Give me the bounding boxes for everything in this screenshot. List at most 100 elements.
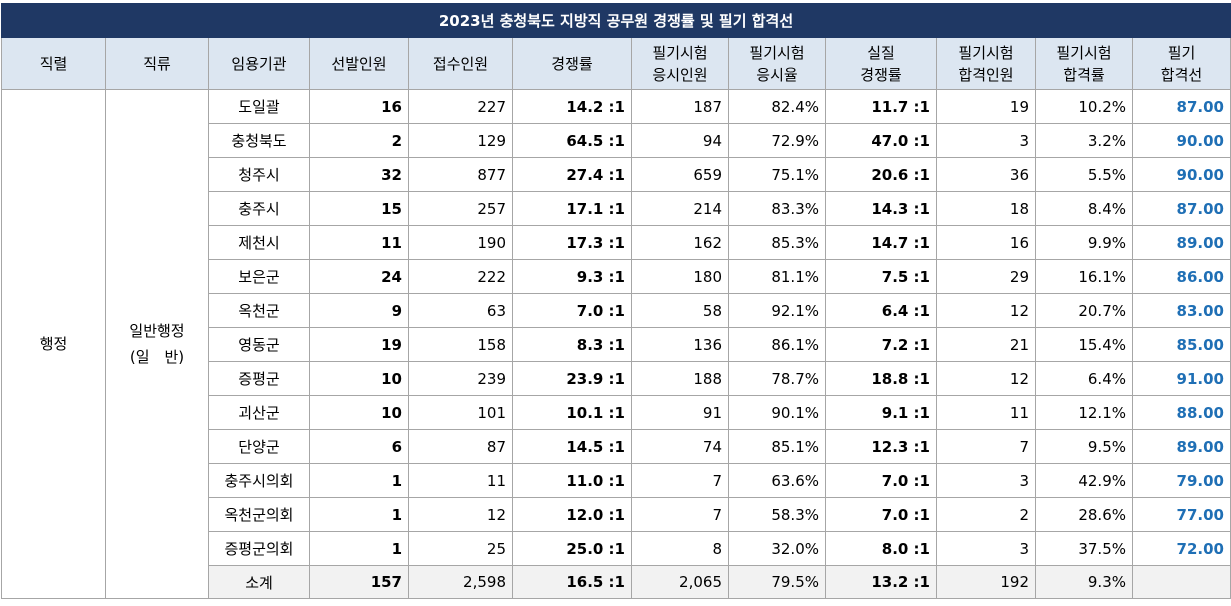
cell-attendance-rate: 81.1% [728, 259, 826, 294]
header-line1: 필기시험 [652, 43, 708, 62]
subtotal-cell-test-takers: 2,065 [631, 565, 729, 599]
cell-org: 옥천군 [208, 293, 310, 328]
header-line2: 합격인원 [958, 65, 1014, 84]
cell-test-takers: 188 [631, 361, 729, 396]
cell-passers: 19 [936, 89, 1036, 124]
cell-attendance-rate: 63.6% [728, 463, 826, 498]
cell-org: 충주시의회 [208, 463, 310, 498]
cell-real-competition: 14.7 :1 [825, 225, 937, 260]
cell-competition: 64.5 :1 [512, 123, 632, 158]
table-row: 충주시 15 257 17.1 :1 214 83.3% 14.3 :1 18 8.4% 87.0… [2, 191, 1231, 226]
cell-passers: 18 [936, 191, 1036, 226]
table-row: 옥천군의회 1 12 12.0 :1 7 58.3% 7.0 :1 2 28.6% 77.00 [2, 497, 1231, 532]
cell-attendance-rate: 85.1% [728, 429, 826, 464]
cell-real-competition: 47.0 :1 [825, 123, 937, 158]
cell-competition: 14.2 :1 [512, 89, 632, 124]
header-line2: 응시인원 [652, 65, 708, 84]
header-line2: 합격률 [1063, 65, 1105, 84]
cell-attendance-rate: 75.1% [728, 157, 826, 192]
header-applicants: 접수인원 [408, 37, 513, 90]
subtotal-cell-competition: 16.5 :1 [512, 565, 632, 599]
cell-attendance-rate: 58.3% [728, 497, 826, 532]
header-line1: 필기 [1167, 43, 1196, 62]
cell-competition: 25.0 :1 [512, 531, 632, 566]
cell-competition: 23.9 :1 [512, 361, 632, 396]
cell-attendance-rate: 72.9% [728, 123, 826, 158]
header-line1: 실질 [867, 43, 895, 62]
cell-selected: 16 [309, 89, 409, 124]
cell-real-competition: 18.8 :1 [825, 361, 937, 396]
subtotal-cell-applicants: 2,598 [408, 565, 513, 599]
cell-passers: 29 [936, 259, 1036, 294]
cell-real-competition: 11.7 :1 [825, 89, 937, 124]
cell-applicants: 11 [408, 463, 513, 498]
cell-selected: 9 [309, 293, 409, 328]
cell-real-competition: 6.4 :1 [825, 293, 937, 328]
cell-passers: 21 [936, 327, 1036, 362]
header-org: 임용기관 [208, 37, 310, 90]
cell-passers: 7 [936, 429, 1036, 464]
cell-test-takers: 94 [631, 123, 729, 158]
cell-passers: 12 [936, 361, 1036, 396]
cell-cutoff: 77.00 [1132, 497, 1231, 532]
cell-selected: 1 [309, 531, 409, 566]
cell-selected: 6 [309, 429, 409, 464]
cell-cutoff: 85.00 [1132, 327, 1231, 362]
cell-applicants: 87 [408, 429, 513, 464]
cell-passers: 12 [936, 293, 1036, 328]
cell-org: 단양군 [208, 429, 310, 464]
cell-pass-rate: 12.1% [1035, 395, 1133, 430]
header-line1: 선발인원 [331, 54, 387, 73]
cell-org: 충주시 [208, 191, 310, 226]
cell-test-takers: 659 [631, 157, 729, 192]
cell-applicants: 101 [408, 395, 513, 430]
cell-competition: 14.5 :1 [512, 429, 632, 464]
cell-pass-rate: 8.4% [1035, 191, 1133, 226]
cell-selected: 24 [309, 259, 409, 294]
header-line1: 필기시험 [1056, 43, 1112, 62]
cell-real-competition: 14.3 :1 [825, 191, 937, 226]
subtotal-cell-passers: 192 [936, 565, 1036, 599]
cell-competition: 12.0 :1 [512, 497, 632, 532]
cell-pass-rate: 10.2% [1035, 89, 1133, 124]
cell-pass-rate: 15.4% [1035, 327, 1133, 362]
header-line1: 직렬 [39, 54, 68, 73]
table-title: 2023년 충청북도 지방직 공무원 경쟁률 및 필기 합격선 [1, 3, 1231, 38]
cell-selected: 19 [309, 327, 409, 362]
header-line2: 응시율 [756, 65, 798, 84]
header-line1: 필기시험 [958, 43, 1014, 62]
cell-attendance-rate: 82.4% [728, 89, 826, 124]
header-competition: 경쟁률 [512, 37, 632, 90]
competition-table: 2023년 충청북도 지방직 공무원 경쟁률 및 필기 합격선 직렬 직류 임용기관… [1, 3, 1231, 599]
table-row: 충주시의회 1 11 11.0 :1 7 63.6% 7.0 :1 3 42.9% 79.00 [2, 463, 1231, 498]
header-line2: 경쟁률 [860, 65, 902, 84]
cell-org: 증평군 [208, 361, 310, 396]
cell-applicants: 63 [408, 293, 513, 328]
cell-org: 영동군 [208, 327, 310, 362]
cell-applicants: 257 [408, 191, 513, 226]
cell-series: 행정 [1, 89, 106, 599]
cell-test-takers: 162 [631, 225, 729, 260]
cell-competition: 17.1 :1 [512, 191, 632, 226]
cell-org: 청주시 [208, 157, 310, 192]
cell-applicants: 12 [408, 497, 513, 532]
cell-org: 옥천군의회 [208, 497, 310, 532]
cell-test-takers: 180 [631, 259, 729, 294]
subtotal-cell-selected: 157 [309, 565, 409, 599]
cell-selected: 1 [309, 463, 409, 498]
cell-passers: 16 [936, 225, 1036, 260]
header-line1: 필기시험 [749, 43, 805, 62]
cell-real-competition: 7.0 :1 [825, 463, 937, 498]
cell-applicants: 222 [408, 259, 513, 294]
cell-test-takers: 214 [631, 191, 729, 226]
table-row: 충청북도 2 129 64.5 :1 94 72.9% 47.0 :1 3 3.2% 90.00 [2, 123, 1231, 158]
cell-passers: 3 [936, 531, 1036, 566]
cell-attendance-rate: 85.3% [728, 225, 826, 260]
cell-cutoff: 89.00 [1132, 429, 1231, 464]
header-track: 직류 [105, 37, 209, 90]
cell-test-takers: 74 [631, 429, 729, 464]
cell-cutoff: 89.00 [1132, 225, 1231, 260]
cell-competition: 7.0 :1 [512, 293, 632, 328]
